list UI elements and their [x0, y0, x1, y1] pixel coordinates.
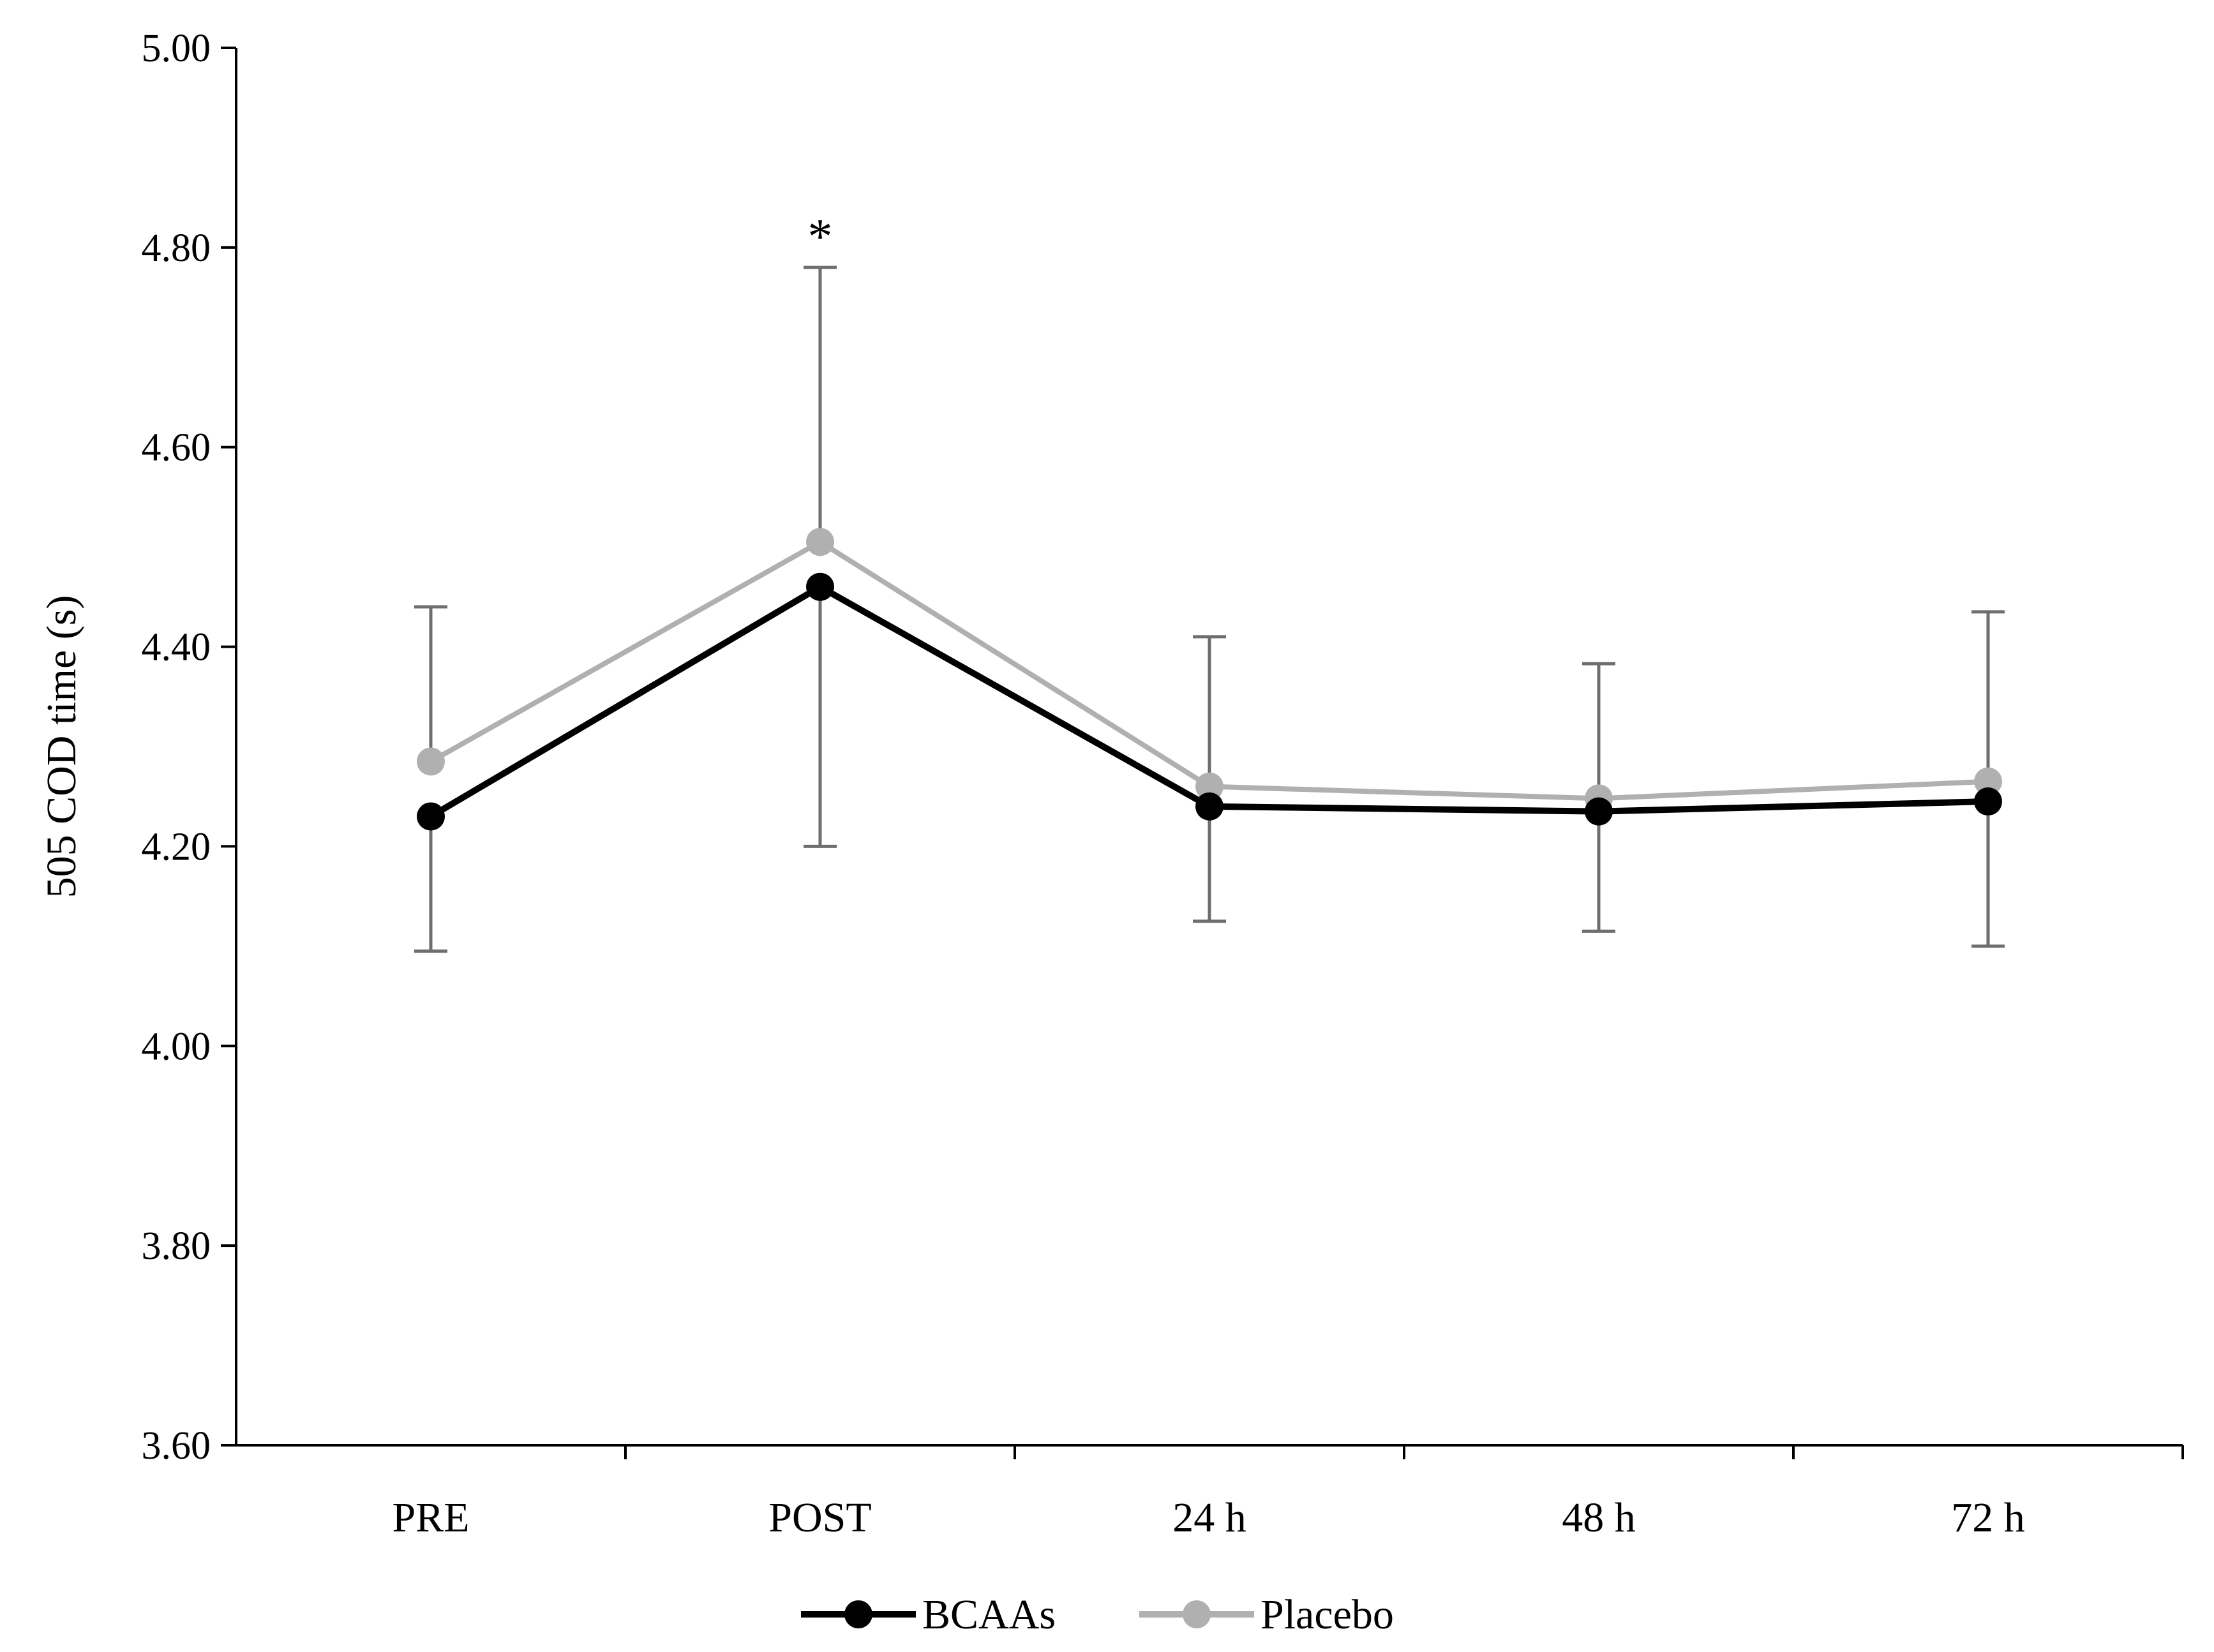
x-tick-label: 24 h [1172, 1494, 1246, 1541]
y-tick-label: 4.00 [142, 1025, 211, 1068]
placebo-point [1974, 767, 2002, 796]
axes [235, 48, 2183, 1447]
y-tick-label: 4.40 [142, 626, 211, 669]
x-tick-label: PRE [392, 1494, 469, 1541]
y-tick-label: 4.60 [142, 426, 211, 470]
legend-placebo-marker [1183, 1600, 1211, 1628]
bcaas-point [1974, 787, 2002, 816]
bcaas-point [417, 802, 445, 831]
y-tick-label: 4.20 [142, 825, 211, 868]
y-axis-ticks: 3.60 3.80 4.00 4.20 4.40 4.60 4.80 5.00 [142, 27, 236, 1468]
y-axis-label: 505 COD time (s) [38, 595, 85, 898]
significance-marker: * [808, 209, 833, 264]
x-axis-ticks: PRE POST 24 h 48 h 72 h [392, 1445, 2184, 1541]
legend-bcaas-label: BCAAs [922, 1591, 1056, 1638]
placebo-point [417, 747, 445, 776]
placebo-point [806, 528, 834, 556]
y-tick-label: 4.80 [142, 227, 211, 270]
legend-bcaas-marker [844, 1600, 872, 1628]
bcaas-point [1585, 797, 1613, 826]
bcaas-point [1195, 792, 1223, 821]
y-tick-label: 5.00 [142, 27, 211, 70]
x-tick-label: 72 h [1951, 1494, 2025, 1541]
x-tick-label: POST [768, 1494, 871, 1541]
placebo-point [1195, 772, 1223, 801]
legend-placebo-label: Placebo [1260, 1591, 1394, 1638]
error-bars [414, 265, 2005, 953]
y-tick-label: 3.60 [142, 1424, 211, 1468]
series-points [417, 528, 2002, 831]
bcaas-point [806, 572, 834, 601]
legend: BCAAs Placebo [801, 1591, 1394, 1638]
annotations: * [808, 209, 833, 264]
x-tick-label: 48 h [1562, 1494, 1636, 1541]
y-tick-label: 3.80 [142, 1224, 211, 1268]
